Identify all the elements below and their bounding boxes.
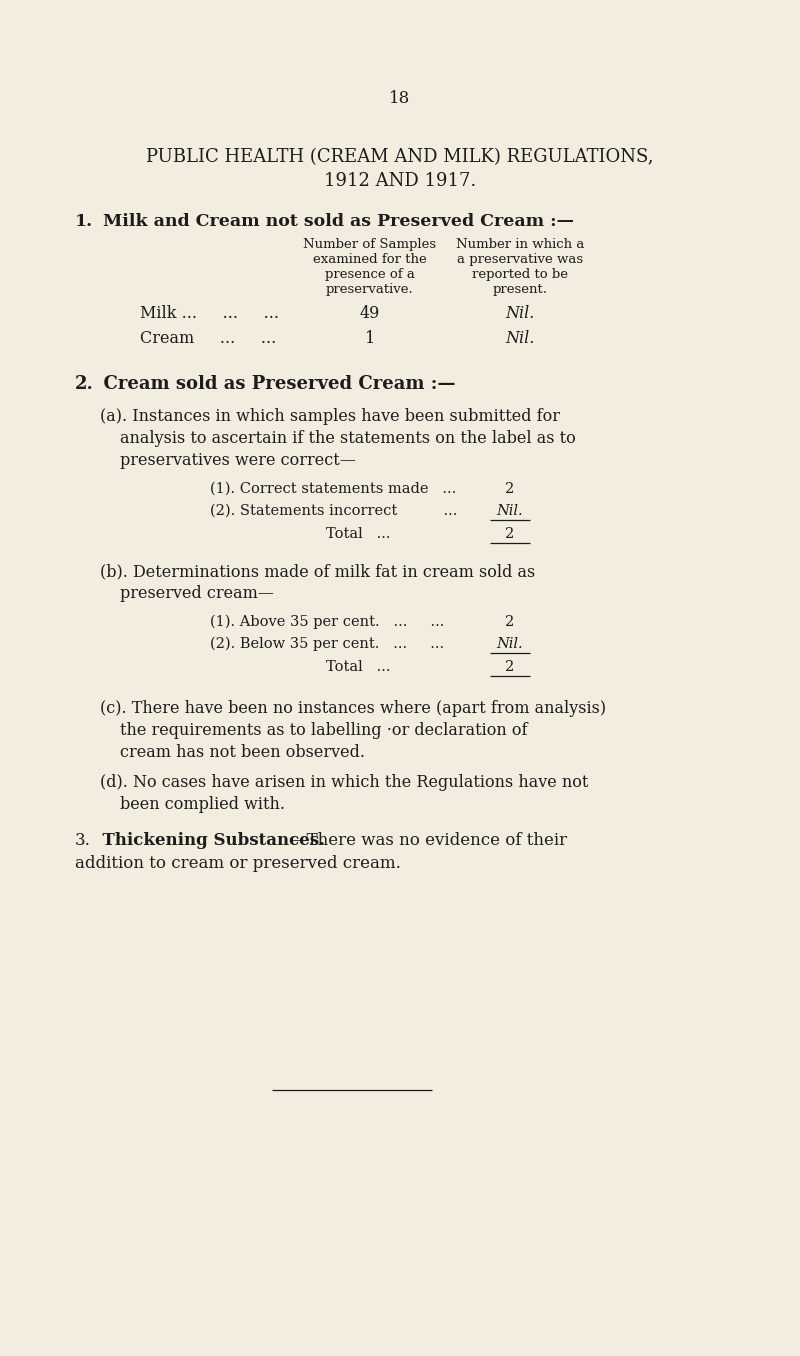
Text: examined for the: examined for the (313, 254, 427, 266)
Text: cream has not been observed.: cream has not been observed. (120, 744, 365, 761)
Text: Milk ...     ...     ...: Milk ... ... ... (140, 305, 279, 321)
Text: reported to be: reported to be (472, 268, 568, 281)
Text: Nil.: Nil. (506, 305, 534, 321)
Text: 49: 49 (360, 305, 380, 321)
Text: the requirements as to labelling ·or declaration of: the requirements as to labelling ·or dec… (120, 721, 527, 739)
Text: Number of Samples: Number of Samples (303, 239, 437, 251)
Text: (a). Instances in which samples have been submitted for: (a). Instances in which samples have bee… (100, 408, 560, 424)
Text: (2). Below 35 per cent.   ...     ...: (2). Below 35 per cent. ... ... (210, 637, 444, 651)
Text: —There was no evidence of their: —There was no evidence of their (290, 833, 567, 849)
Text: (b). Determinations made of milk fat in cream sold as: (b). Determinations made of milk fat in … (100, 563, 535, 580)
Text: preservative.: preservative. (326, 283, 414, 296)
Text: PUBLIC HEALTH (CREAM AND MILK) REGULATIONS,: PUBLIC HEALTH (CREAM AND MILK) REGULATIO… (146, 148, 654, 165)
Text: preserved cream—: preserved cream— (120, 584, 274, 602)
Text: Total   ...: Total ... (326, 660, 390, 674)
Text: Total   ...: Total ... (326, 527, 390, 541)
Text: addition to cream or preserved cream.: addition to cream or preserved cream. (75, 856, 401, 872)
Text: 2: 2 (506, 527, 514, 541)
Text: 1912 AND 1917.: 1912 AND 1917. (324, 172, 476, 190)
Text: 2: 2 (506, 481, 514, 496)
Text: 3.: 3. (75, 833, 91, 849)
Text: (1). Correct statements made   ...: (1). Correct statements made ... (210, 481, 456, 496)
Text: 18: 18 (390, 89, 410, 107)
Text: (2). Statements incorrect          ...: (2). Statements incorrect ... (210, 504, 458, 518)
Text: 1: 1 (365, 330, 375, 347)
Text: Cream sold as Preserved Cream :—: Cream sold as Preserved Cream :— (91, 376, 455, 393)
Text: presence of a: presence of a (325, 268, 415, 281)
Text: 2: 2 (506, 616, 514, 629)
Text: Nil.: Nil. (497, 504, 523, 518)
Text: 1.: 1. (75, 213, 93, 231)
Text: 2.: 2. (75, 376, 94, 393)
Text: been complied with.: been complied with. (120, 796, 285, 814)
Text: preservatives were correct—: preservatives were correct— (120, 452, 356, 469)
Text: Thickening Substances.: Thickening Substances. (91, 833, 325, 849)
Text: (1). Above 35 per cent.   ...     ...: (1). Above 35 per cent. ... ... (210, 616, 444, 629)
Text: Nil.: Nil. (497, 637, 523, 651)
Text: Milk and Cream not sold as Preserved Cream :—: Milk and Cream not sold as Preserved Cre… (91, 213, 574, 231)
Text: Number in which a: Number in which a (456, 239, 584, 251)
Text: (c). There have been no instances where (apart from analysis): (c). There have been no instances where … (100, 700, 606, 717)
Text: a preservative was: a preservative was (457, 254, 583, 266)
Text: 2: 2 (506, 660, 514, 674)
Text: analysis to ascertain if the statements on the label as to: analysis to ascertain if the statements … (120, 430, 576, 447)
Text: (d). No cases have arisen in which the Regulations have not: (d). No cases have arisen in which the R… (100, 774, 588, 791)
Text: present.: present. (493, 283, 547, 296)
Text: Nil.: Nil. (506, 330, 534, 347)
Text: Cream     ...     ...: Cream ... ... (140, 330, 276, 347)
